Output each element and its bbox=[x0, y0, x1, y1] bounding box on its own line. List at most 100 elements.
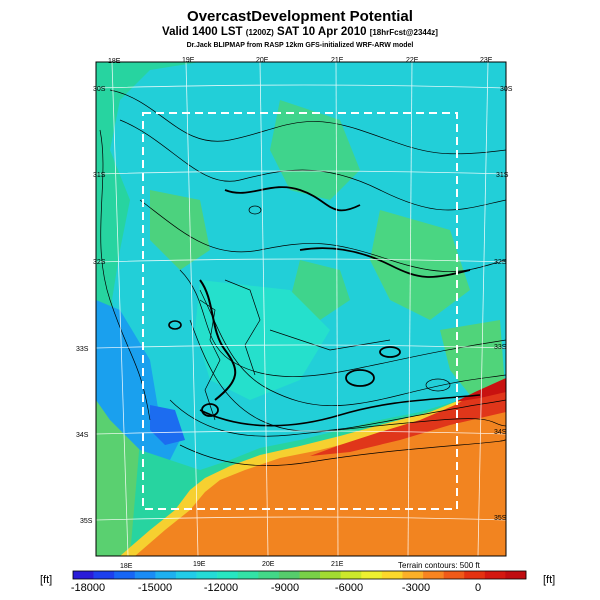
contour-ring bbox=[425, 378, 451, 392]
color-bar-cell bbox=[464, 571, 486, 579]
color-bar-tick-label: 0 bbox=[475, 582, 481, 594]
parallel-line bbox=[96, 258, 506, 263]
color-bar-cell bbox=[361, 571, 383, 579]
lat-label-left: 32S bbox=[93, 259, 106, 266]
lon-label-top: 18E bbox=[108, 58, 121, 65]
contour-line bbox=[224, 279, 261, 376]
lat-label-right: 32S bbox=[494, 259, 507, 266]
contour-line bbox=[179, 269, 506, 377]
green-patch-1 bbox=[270, 100, 360, 200]
contour-line bbox=[189, 319, 506, 432]
contour-line bbox=[99, 129, 151, 421]
lon-label-bottom: 20E bbox=[262, 561, 275, 568]
forecast-date: SAT 10 Apr 2010 bbox=[277, 26, 367, 38]
color-bar-cell bbox=[340, 571, 362, 579]
lon-label-top: 20E bbox=[256, 57, 269, 64]
terrain-note: Terrain contours: 500 ft bbox=[398, 561, 480, 570]
lon-label-top: 19E bbox=[182, 57, 195, 64]
contour-ring bbox=[345, 369, 375, 387]
unit-label-right: [ft] bbox=[543, 574, 556, 586]
utc-time: (1200Z) bbox=[245, 28, 274, 37]
color-bar-cell bbox=[278, 571, 300, 579]
hot-field bbox=[135, 400, 506, 556]
color-bar-cell bbox=[258, 571, 280, 579]
contour-ring bbox=[248, 205, 262, 215]
lat-label-left: 31S bbox=[93, 172, 106, 179]
color-bar-cell bbox=[73, 571, 94, 579]
contour-line bbox=[269, 329, 391, 351]
color-bar-cell bbox=[196, 571, 218, 579]
unit-label-left: [ft] bbox=[40, 574, 53, 586]
lat-label-left: 30S bbox=[93, 86, 106, 93]
color-bar-cell bbox=[134, 571, 156, 579]
chart-title: OvercastDevelopment Potential bbox=[187, 8, 413, 25]
meridian-line bbox=[111, 62, 129, 556]
lat-label-left: 33S bbox=[76, 346, 89, 353]
color-bar-cell bbox=[93, 571, 115, 579]
parallel-line bbox=[96, 430, 506, 435]
color-bar-cell bbox=[484, 571, 506, 579]
map-frame bbox=[95, 61, 507, 557]
lon-label-bottom: 21E bbox=[331, 561, 344, 568]
color-bar-cell bbox=[114, 571, 136, 579]
lat-label-right: 33S bbox=[494, 344, 507, 351]
color-bar-tick-label: -15000 bbox=[138, 582, 172, 594]
contour-line bbox=[199, 394, 481, 427]
color-bar-cell bbox=[155, 571, 177, 579]
color-bar-cell bbox=[175, 571, 197, 579]
color-bar-cell bbox=[320, 571, 341, 579]
contour-ring bbox=[168, 320, 182, 330]
map-field bbox=[96, 62, 506, 556]
green-patch-2 bbox=[370, 210, 470, 320]
color-bar-frame bbox=[72, 570, 527, 580]
color-bar-tick-label: -9000 bbox=[271, 582, 299, 594]
contour-line bbox=[199, 289, 506, 406]
forecast-init: [18hrFcst@2344z] bbox=[369, 28, 438, 37]
parallel-line bbox=[96, 344, 506, 349]
lat-label-right: 30S bbox=[500, 86, 513, 93]
blue-pocket-deep bbox=[150, 405, 185, 445]
contour-line bbox=[109, 89, 506, 155]
lon-label-top: 22E bbox=[406, 57, 419, 64]
color-bar-cell bbox=[299, 571, 321, 579]
meridian-line bbox=[477, 62, 489, 556]
meridian-line bbox=[335, 62, 339, 556]
graticule bbox=[96, 62, 506, 556]
model-credit: Dr.Jack BLIPMAP from RASP 12km GFS-initi… bbox=[186, 42, 414, 49]
light-cyan-band bbox=[195, 280, 330, 400]
contour-line bbox=[169, 399, 506, 437]
lon-label-bottom: 19E bbox=[193, 561, 206, 568]
contour-line bbox=[224, 186, 361, 212]
lon-label-top: 21E bbox=[331, 57, 344, 64]
lat-label-left: 35S bbox=[80, 518, 93, 525]
contour-ring bbox=[379, 346, 401, 358]
meridian-line bbox=[185, 62, 199, 556]
inner-domain-box bbox=[142, 112, 458, 510]
color-bar-tick-label: -12000 bbox=[204, 582, 238, 594]
lat-label-right: 31S bbox=[496, 172, 509, 179]
contour-line bbox=[199, 279, 237, 401]
lat-label-right: 34S bbox=[494, 429, 507, 436]
contour-line bbox=[179, 439, 506, 466]
parallel-line bbox=[96, 84, 506, 89]
contour-line bbox=[119, 119, 506, 211]
parallel-line bbox=[96, 516, 506, 521]
lat-label-left: 34S bbox=[76, 432, 89, 439]
color-bar-cells bbox=[73, 571, 527, 579]
lon-label-bottom: 18E bbox=[120, 563, 133, 570]
contour-line bbox=[299, 247, 471, 278]
color-bar-tick-label: -6000 bbox=[335, 582, 363, 594]
valid-time-label: Valid 1400 LST bbox=[162, 26, 243, 38]
meridian-line bbox=[407, 62, 413, 556]
color-bar-cell bbox=[217, 571, 239, 579]
color-bar-cell bbox=[402, 571, 424, 579]
parallel-line bbox=[96, 170, 506, 175]
meridian-line bbox=[259, 62, 269, 556]
color-bar-cell bbox=[423, 571, 444, 579]
color-bar-cell bbox=[443, 571, 465, 579]
valid-time-subtitle: Valid 1400 LST (1200Z) SAT 10 Apr 2010 [… bbox=[0, 26, 600, 38]
lon-label-top: 23E bbox=[480, 57, 493, 64]
lat-label-right: 35S bbox=[494, 515, 507, 522]
